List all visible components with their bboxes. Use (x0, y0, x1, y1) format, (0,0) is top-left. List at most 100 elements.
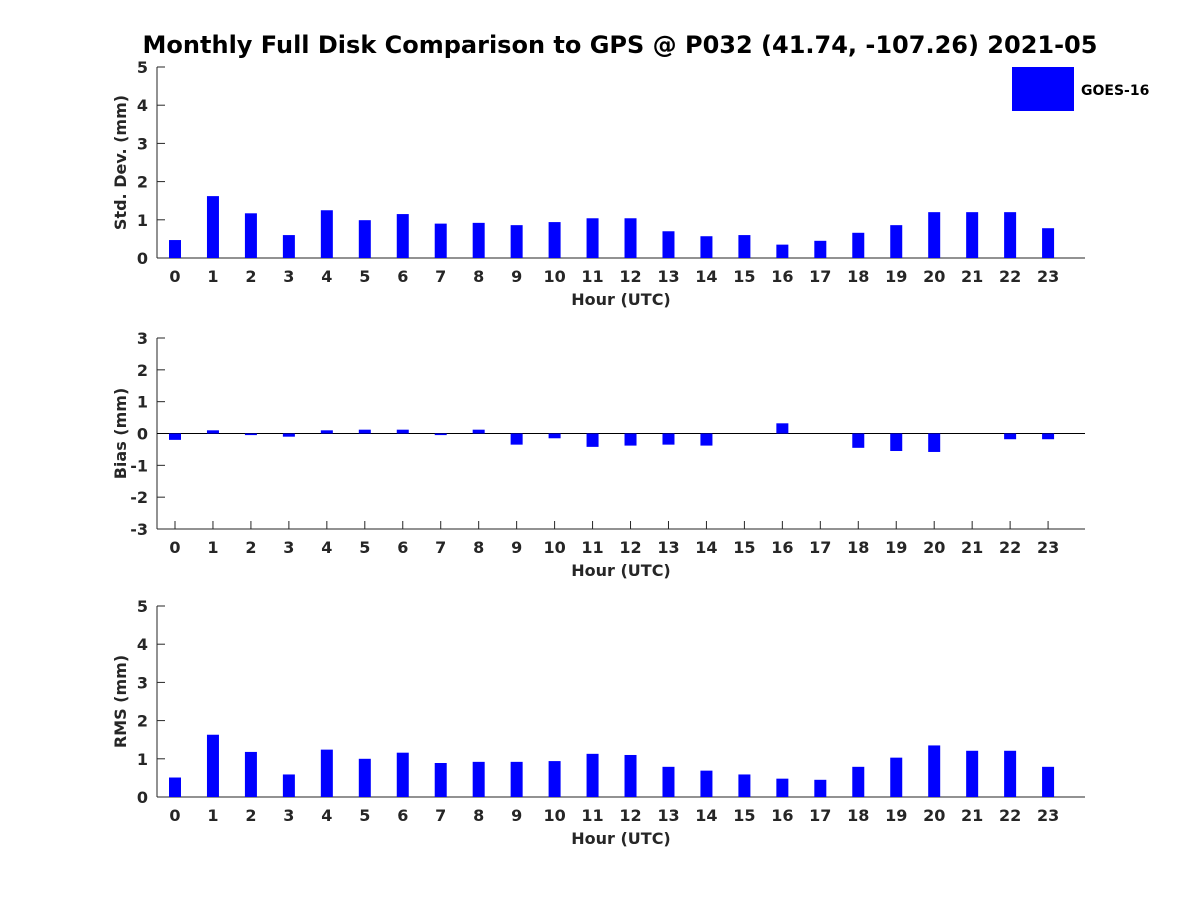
x-tick-label: 22 (999, 806, 1021, 825)
bar (890, 225, 903, 258)
x-axis-label: Hour (UTC) (571, 290, 671, 309)
bar (169, 777, 181, 797)
y-tick-label: 3 (137, 329, 148, 348)
x-tick-label: 13 (657, 267, 679, 286)
bar (890, 757, 903, 797)
x-tick-label: 15 (733, 267, 755, 286)
y-tick-label: 1 (137, 750, 148, 769)
x-tick-label: 14 (695, 806, 717, 825)
bar (358, 220, 371, 258)
y-tick-label: 3 (137, 673, 148, 692)
x-tick-label: 3 (283, 267, 294, 286)
x-tick-label: 12 (619, 267, 641, 286)
bar (510, 225, 523, 258)
bar (966, 750, 979, 797)
x-tick-label: 12 (619, 538, 641, 557)
y-tick-label: 0 (137, 249, 148, 268)
x-tick-label: 16 (771, 267, 793, 286)
bar (1042, 228, 1055, 258)
x-tick-label: 17 (809, 538, 831, 557)
x-tick-label: 19 (885, 538, 907, 557)
bar (472, 761, 485, 797)
x-tick-label: 13 (657, 806, 679, 825)
bar (776, 244, 789, 258)
bar (700, 433, 713, 446)
x-tick-label: 6 (397, 538, 408, 557)
bar (510, 761, 523, 797)
y-tick-label: 5 (137, 58, 148, 77)
x-tick-label: 1 (207, 538, 218, 557)
y-tick-label: 1 (137, 211, 148, 230)
bar (282, 235, 295, 258)
legend-swatch (1012, 67, 1074, 111)
y-tick-label: 2 (137, 361, 148, 380)
bar (510, 433, 523, 445)
y-tick-label: 3 (137, 134, 148, 153)
bar (966, 212, 979, 258)
bar (548, 433, 561, 439)
x-tick-label: 0 (169, 806, 180, 825)
bar (472, 222, 485, 258)
bar (776, 423, 789, 434)
bar (434, 223, 447, 258)
y-tick-label: -3 (130, 520, 148, 539)
bar (358, 429, 371, 434)
bar (282, 774, 295, 797)
bar (852, 766, 865, 797)
bar (738, 774, 751, 797)
bar (396, 214, 409, 258)
bar (244, 433, 257, 436)
bar (206, 734, 219, 797)
x-tick-label: 5 (359, 538, 370, 557)
x-tick-label: 0 (169, 538, 180, 557)
x-tick-label: 15 (733, 806, 755, 825)
x-tick-label: 23 (1037, 538, 1059, 557)
x-tick-label: 0 (169, 267, 180, 286)
y-tick-label: 2 (137, 712, 148, 731)
bar (814, 779, 827, 797)
x-tick-label: 10 (543, 806, 565, 825)
y-tick-label: 5 (137, 597, 148, 616)
y-tick-label: 4 (137, 96, 148, 115)
x-tick-label: 20 (923, 267, 945, 286)
bar (852, 232, 865, 258)
x-tick-label: 15 (733, 538, 755, 557)
x-tick-label: 18 (847, 538, 869, 557)
x-tick-label: 22 (999, 538, 1021, 557)
bar (169, 240, 181, 258)
x-axis-label: Hour (UTC) (571, 561, 671, 580)
bar (1004, 433, 1017, 440)
bar (320, 430, 333, 434)
x-tick-label: 8 (473, 267, 484, 286)
x-tick-label: 5 (359, 806, 370, 825)
bar (282, 433, 295, 437)
bar (624, 218, 637, 258)
bar (1004, 750, 1017, 797)
bar (396, 752, 409, 797)
bar (320, 749, 333, 797)
bar (928, 745, 941, 797)
x-tick-label: 14 (695, 267, 717, 286)
x-tick-label: 13 (657, 538, 679, 557)
x-tick-label: 4 (321, 806, 332, 825)
bar (206, 430, 219, 434)
x-axis-label: Hour (UTC) (571, 829, 671, 848)
legend: GOES-16 (1012, 67, 1149, 111)
x-tick-label: 7 (435, 538, 446, 557)
x-tick-label: 4 (321, 538, 332, 557)
x-tick-label: 17 (809, 806, 831, 825)
x-tick-label: 16 (771, 806, 793, 825)
x-tick-label: 21 (961, 538, 983, 557)
bar (548, 761, 561, 797)
x-tick-label: 22 (999, 267, 1021, 286)
x-tick-label: 21 (961, 267, 983, 286)
x-tick-label: 20 (923, 538, 945, 557)
y-tick-label: 0 (137, 425, 148, 444)
y-axis-label: Bias (mm) (111, 388, 130, 480)
x-tick-label: 18 (847, 267, 869, 286)
bar (700, 770, 713, 797)
bar (662, 766, 675, 797)
